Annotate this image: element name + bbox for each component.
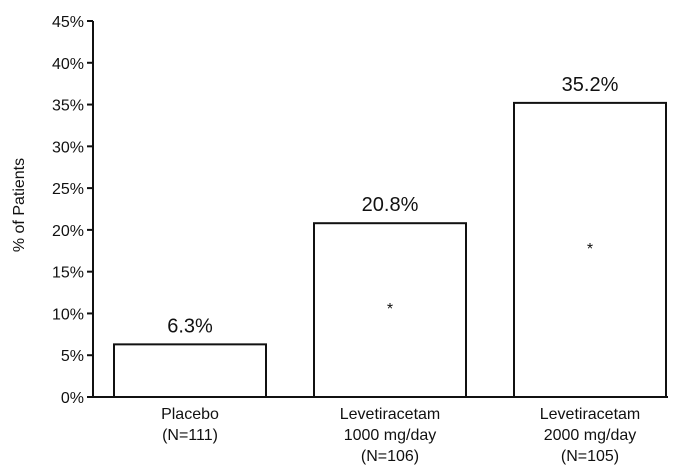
- significance-mark-3: *: [587, 241, 593, 258]
- data-label-1: 6.3%: [167, 315, 213, 337]
- category-label-3: (N=105): [561, 448, 619, 465]
- y-tick-label: 40%: [52, 56, 84, 73]
- significance-mark-2: *: [387, 301, 393, 318]
- y-tick-label: 45%: [52, 14, 84, 31]
- data-label-2: 20.8%: [362, 194, 419, 216]
- category-label-3: 2000 mg/day: [544, 427, 637, 444]
- bar-3: [513, 101, 667, 399]
- data-label-3: 35.2%: [562, 74, 619, 96]
- bar-1: [113, 343, 267, 398]
- y-tick-label: 30%: [52, 139, 84, 156]
- category-label-2: Levetiracetam: [340, 406, 441, 423]
- bars: [113, 101, 667, 399]
- category-labels: Placebo (N=111) Levetiracetam 1000 mg/day (N…: [161, 406, 640, 465]
- bar-2: [313, 222, 467, 398]
- category-label-1: Placebo: [161, 406, 219, 423]
- y-tick-label: 20%: [52, 223, 84, 240]
- y-tick-label: 25%: [52, 181, 84, 198]
- category-label-2: 1000 mg/day: [344, 427, 437, 444]
- y-tick-label: 0%: [61, 390, 84, 407]
- y-tick-label: 10%: [52, 306, 84, 323]
- bar-labels: 6.3% 20.8% * 35.2% *: [167, 74, 618, 337]
- category-label-2: (N=106): [361, 448, 419, 465]
- category-label-1: (N=111): [162, 427, 218, 444]
- y-axis-label: % of Patients: [11, 158, 28, 252]
- category-label-3: Levetiracetam: [540, 406, 641, 423]
- y-tick-label: 5%: [61, 348, 84, 365]
- y-axis: 0% 5% 10% 15% 20% 25% 30% 35% 40% 45%: [52, 14, 668, 407]
- y-tick-label: 15%: [52, 265, 84, 282]
- y-tick-label: 35%: [52, 98, 84, 115]
